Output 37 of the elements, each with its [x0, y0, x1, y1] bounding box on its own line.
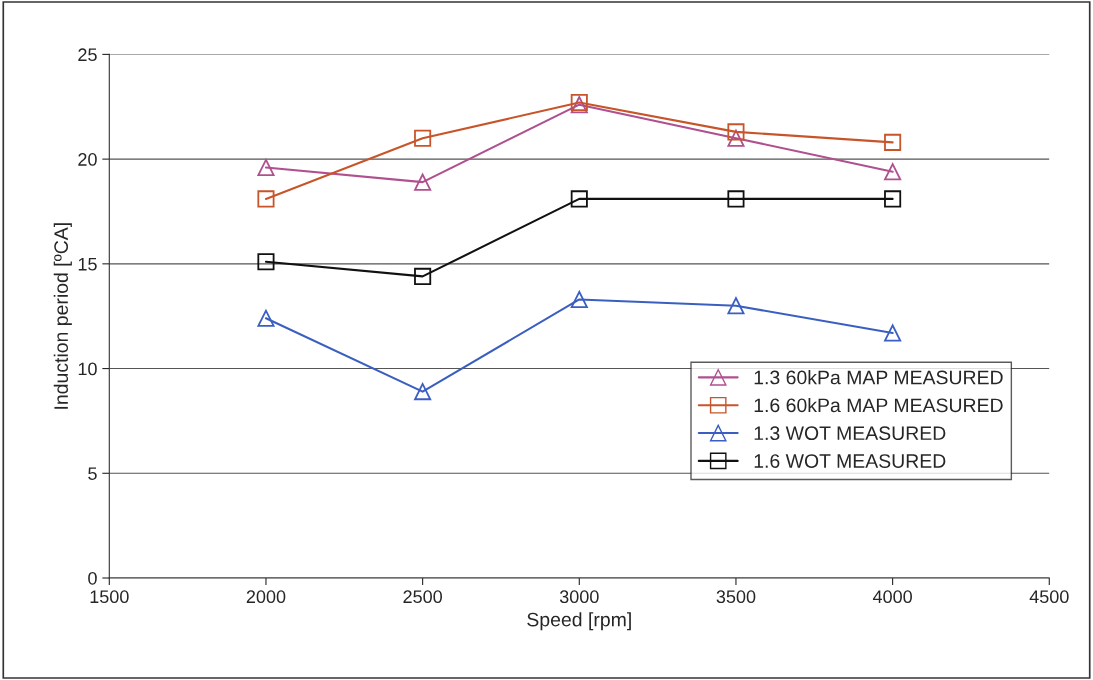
legend-label: 1.6 WOT MEASURED	[754, 454, 946, 468]
x-tick-label: 2500	[403, 590, 443, 604]
point	[727, 123, 745, 141]
point	[727, 129, 745, 147]
point	[414, 383, 432, 401]
x-tick-label: 2000	[246, 590, 286, 604]
y-tick-label: 20	[78, 153, 97, 166]
legend-label: 1.3 60kPa MAP MEASURED	[754, 370, 1003, 385]
y-tick-label: 10	[78, 362, 97, 376]
x-tick-label: 1500	[90, 590, 129, 604]
x-tick-label: 3500	[716, 590, 756, 604]
y-tick-label: 5	[88, 467, 97, 480]
point	[727, 297, 745, 315]
legend-label: 1.6 60kPa MAP MEASURED	[754, 397, 1003, 413]
y-tick-label: 25	[78, 48, 97, 62]
x-tick-label: 3000	[559, 590, 599, 604]
point	[884, 163, 902, 181]
point	[414, 267, 432, 285]
point	[414, 129, 432, 147]
point	[884, 324, 902, 342]
point	[257, 309, 275, 327]
point	[884, 190, 902, 208]
y-tick-label: 15	[78, 257, 97, 271]
y-tick-label: 0	[88, 571, 97, 585]
x-axis-title: Speed [rpm]	[527, 612, 631, 631]
point	[257, 253, 275, 271]
point	[414, 173, 432, 191]
y-axis-title: Induction period [ºCA]	[53, 223, 72, 409]
point	[727, 190, 745, 208]
x-tick-label: 4000	[872, 590, 912, 604]
point	[257, 158, 275, 177]
point	[884, 133, 902, 151]
x-tick-label: 4500	[1029, 590, 1069, 604]
legend-label: 1.3 WOT MEASURED	[754, 426, 946, 441]
point	[570, 290, 588, 308]
point	[570, 190, 588, 208]
point	[257, 190, 275, 208]
